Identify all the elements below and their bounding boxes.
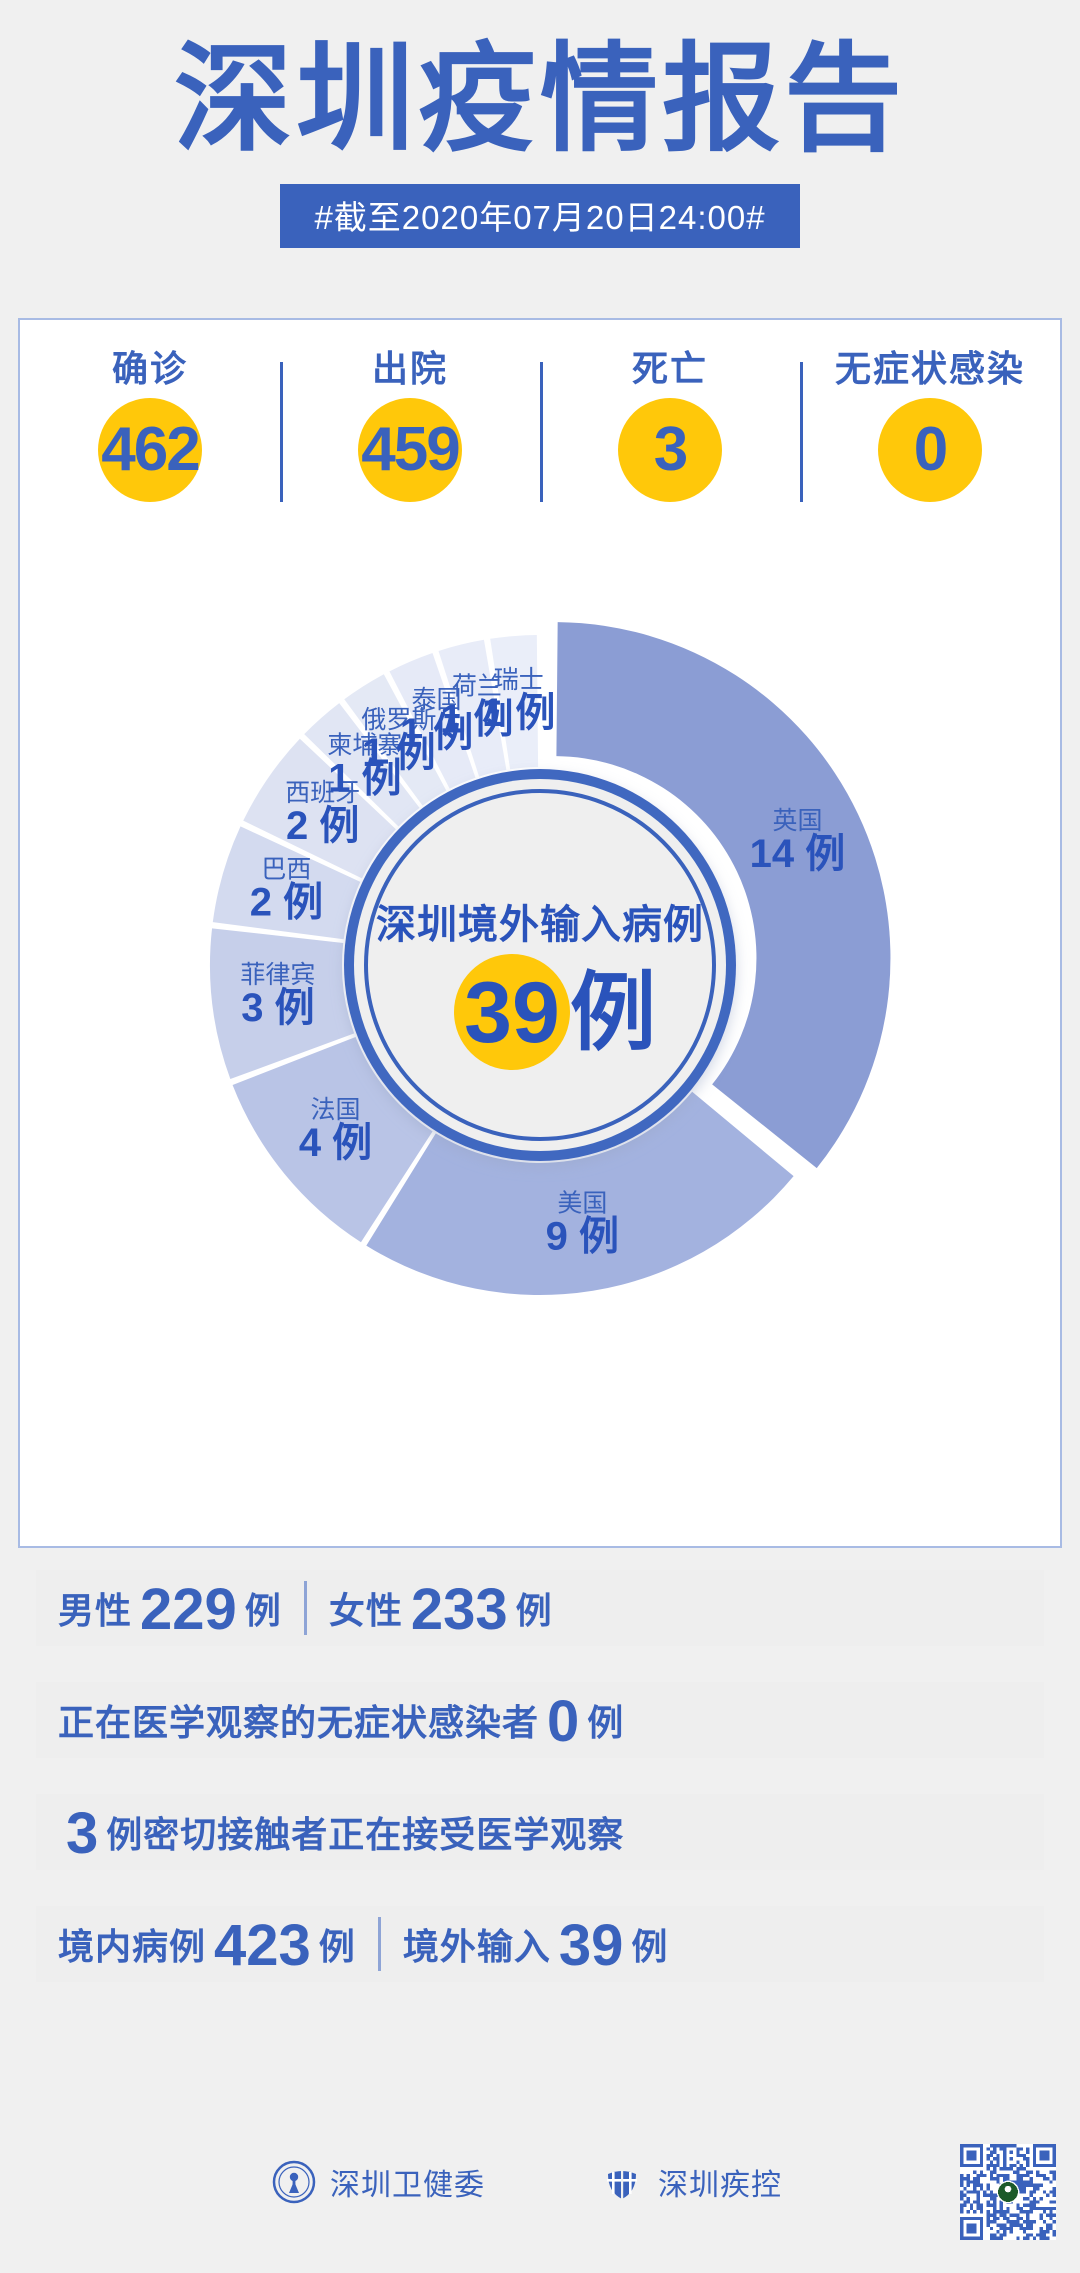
slice-country-label: 俄罗斯 [361, 706, 436, 734]
female-unit: 例 [515, 1590, 553, 1631]
footer-org-name: 深圳卫健委 [330, 2169, 485, 2202]
donut-slice [556, 622, 891, 1169]
bar-divider [303, 1581, 307, 1635]
imported-value: 39 [558, 1913, 624, 1978]
main-card: 确诊 462 出院 459 死亡 3 无症状感染 0 [18, 318, 1062, 1548]
slice-value-label: 1 例 [328, 756, 401, 800]
stat-bubble: 459 [358, 398, 462, 502]
male-unit: 例 [244, 1590, 282, 1631]
stat-value: 0 [913, 415, 949, 484]
stat-value: 459 [361, 415, 460, 484]
stats-row: 确诊 462 出院 459 死亡 3 无症状感染 0 [20, 340, 1060, 560]
slice-value-label: 2 例 [250, 881, 323, 925]
footer-org-cdc: 深圳疾控 [600, 2160, 782, 2204]
stat-bubble: 462 [98, 398, 202, 502]
page-title: 深圳疫情报告 [173, 34, 906, 166]
female-label: 女性 [328, 1590, 403, 1631]
bar-divider [377, 1917, 381, 1971]
imported-unit: 例 [631, 1926, 669, 1967]
donut-slice [389, 653, 476, 789]
stat-bubble: 0 [878, 398, 982, 502]
donut-slice [438, 639, 507, 777]
shenzhen-health-commission-logo-icon [272, 2160, 316, 2204]
stat-deaths: 死亡 3 [540, 340, 800, 502]
donut-slice [210, 928, 355, 1080]
slice-country-label: 瑞士 [494, 666, 544, 694]
slice-country-label: 西班牙 [285, 779, 360, 807]
male-value: 229 [140, 1577, 237, 1642]
donut-center-inner-ring [364, 789, 716, 1141]
stat-discharged: 出院 459 [280, 340, 540, 502]
header: 深圳疫情报告 #截至2020年07月20日24:00# [0, 0, 1080, 249]
domestic-unit: 例 [318, 1926, 356, 1967]
info-bars: 男性 229 例 女性 233 例 正在医学观察的无症状感染者 0 例 3 例密… [36, 1570, 1044, 2018]
stat-label: 死亡 [631, 348, 708, 389]
date-banner: #截至2020年07月20日24:00# [280, 184, 800, 249]
slice-country-label: 英国 [772, 807, 822, 835]
donut-slice [344, 674, 447, 806]
donut-center-total: 39 [464, 965, 560, 1061]
observation-unit: 例 [587, 1702, 625, 1743]
male-label: 男性 [58, 1590, 133, 1631]
domestic-label: 境内病例 [58, 1926, 207, 1967]
slice-country-label: 菲律宾 [240, 961, 315, 989]
female-value: 233 [410, 1577, 508, 1642]
donut-slice [232, 1036, 433, 1243]
stat-label: 确诊 [111, 348, 188, 389]
slice-value-label: 1 例 [440, 698, 513, 742]
stat-confirmed: 确诊 462 [20, 340, 280, 502]
imported-label: 境外输入 [402, 1926, 551, 1967]
footer-org-health-commission: 深圳卫健委 [272, 2160, 485, 2204]
footer: 深圳卫健委 深圳疾控 [0, 2140, 1080, 2273]
domestic-value: 423 [214, 1913, 311, 1978]
donut-slices [210, 622, 891, 1295]
close-contacts-bar: 3 例密切接触者正在接受医学观察 [36, 1794, 1044, 1870]
slice-country-label: 美国 [557, 1190, 607, 1218]
contacts-suffix: 例密切接触者正在接受医学观察 [106, 1814, 625, 1855]
stat-value: 3 [653, 415, 689, 484]
imported-cases-donut-chart: 英国 14 例美国 9 例法国 4 例菲律宾 3 例巴西 2 例西班牙 2 例柬埔寨 1 例俄… [170, 580, 910, 1340]
slice-value-label: 3 例 [241, 986, 314, 1030]
footer-org-name: 深圳疾控 [658, 2169, 782, 2202]
observation-prefix: 正在医学观察的无症状感染者 [58, 1702, 540, 1743]
slice-value-label: 9 例 [546, 1215, 619, 1259]
donut-center-title: 深圳境外输入病例 [376, 903, 704, 947]
donut-total-highlight [454, 954, 570, 1070]
slice-country-label: 巴西 [261, 856, 311, 884]
stat-label: 出院 [371, 348, 448, 389]
slice-value-label: 2 例 [286, 804, 359, 848]
donut-slice [304, 703, 420, 827]
slice-country-label: 法国 [310, 1096, 360, 1124]
slice-country-label: 荷兰 [452, 673, 502, 701]
slice-value-label: 1 例 [362, 731, 435, 775]
stat-label: 无症状感染 [834, 348, 1025, 389]
slice-value-label: 4 例 [299, 1121, 372, 1165]
qr-code-icon[interactable] [960, 2144, 1056, 2240]
slice-value-label: 1 例 [482, 691, 555, 735]
stat-asymptomatic: 无症状感染 0 [800, 340, 1060, 502]
slice-country-label: 泰国 [412, 686, 462, 714]
donut-slice [243, 738, 396, 879]
stat-value: 462 [101, 415, 200, 484]
slice-value-label: 1 例 [400, 711, 473, 755]
case-source-bar: 境内病例 423 例 境外输入 39 例 [36, 1906, 1044, 1982]
donut-slice [212, 826, 361, 940]
donut-slice [490, 635, 539, 770]
slice-value-label: 14 例 [750, 832, 846, 876]
donut-center-unit: 例 [570, 965, 656, 1061]
observation-bar: 正在医学观察的无症状感染者 0 例 [36, 1682, 1044, 1758]
slice-country-label: 柬埔寨 [327, 731, 402, 759]
shenzhen-cdc-logo-icon [607, 2169, 637, 2199]
contacts-value: 3 [66, 1801, 99, 1866]
date-banner-container: #截至2020年07月20日24:00# [0, 184, 1080, 249]
donut-slice [366, 1091, 794, 1295]
gender-bar: 男性 229 例 女性 233 例 [36, 1570, 1044, 1646]
stat-bubble: 3 [618, 398, 722, 502]
observation-value: 0 [547, 1689, 580, 1754]
